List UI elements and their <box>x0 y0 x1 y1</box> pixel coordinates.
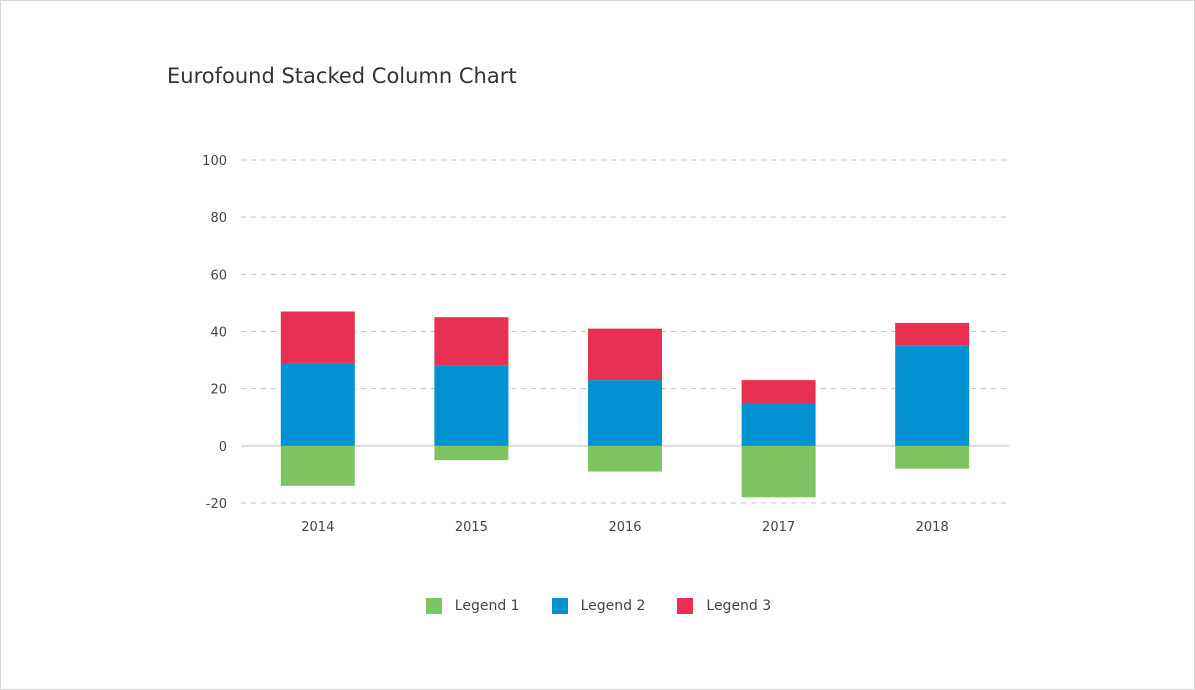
bar-2014-series-2[interactable] <box>280 362 355 446</box>
x-tick-label: 2016 <box>608 520 641 535</box>
x-tick-label: 2018 <box>916 520 949 535</box>
legend-label: Legend 1 <box>454 598 520 614</box>
x-tick-label: 2014 <box>301 520 334 535</box>
chart-legend: Legend 1 Legend 2 Legend 3 <box>1 598 1195 614</box>
bar-2014-series-1[interactable] <box>280 445 355 486</box>
x-tick-label: 2015 <box>455 520 488 535</box>
bar-2017-series-3[interactable] <box>741 380 816 403</box>
x-tick-label: 2017 <box>762 520 795 535</box>
bar-2016-series-2[interactable] <box>588 380 662 446</box>
y-axis-ticks: -20 0 20 40 60 80 100 <box>202 154 227 512</box>
bar-2015-series-2[interactable] <box>434 365 509 446</box>
bar-2015-series-3[interactable] <box>434 317 509 366</box>
bar-2017-series-2[interactable] <box>741 402 816 446</box>
y-tick-label: -20 <box>206 497 227 512</box>
y-tick-label: 20 <box>210 383 227 398</box>
legend-swatch <box>425 598 442 614</box>
legend-swatch <box>677 598 694 614</box>
y-tick-label: 80 <box>210 211 227 226</box>
chart-title: Eurofound Stacked Column Chart <box>167 64 517 88</box>
legend-item-3[interactable]: Legend 3 <box>677 598 771 614</box>
legend-swatch <box>551 598 568 614</box>
legend-item-1[interactable]: Legend 1 <box>425 598 520 614</box>
bars <box>280 311 970 498</box>
legend-label: Legend 2 <box>580 598 646 614</box>
y-tick-label: 40 <box>210 326 227 341</box>
legend-item-2[interactable]: Legend 2 <box>551 598 646 614</box>
bar-2017-series-1[interactable] <box>741 445 816 498</box>
y-tick-label: 100 <box>202 154 227 169</box>
x-axis-ticks: 2014 2015 2016 2017 2018 <box>301 520 948 535</box>
bar-2016-series-3[interactable] <box>588 328 662 381</box>
bar-2018-series-2[interactable] <box>895 345 970 446</box>
bar-2018-series-1[interactable] <box>895 445 970 469</box>
legend-label: Legend 3 <box>706 598 772 614</box>
bar-2018-series-3[interactable] <box>895 322 970 346</box>
y-tick-label: 0 <box>219 440 227 455</box>
bar-2014-series-3[interactable] <box>280 311 355 363</box>
y-tick-label: 60 <box>210 268 227 283</box>
bar-2015-series-1[interactable] <box>434 445 509 461</box>
bar-2016-series-1[interactable] <box>588 445 662 472</box>
